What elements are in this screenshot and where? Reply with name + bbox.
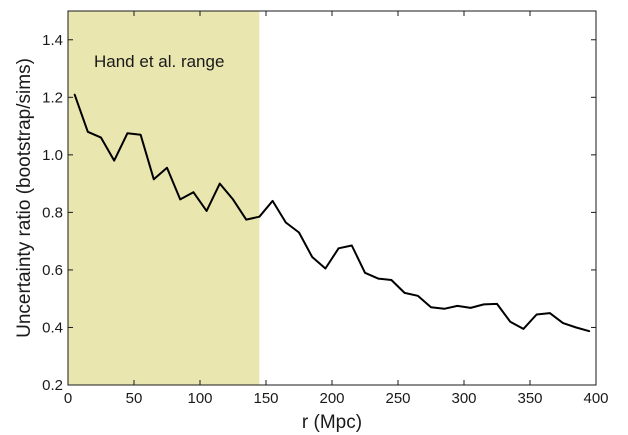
data-point: [456, 305, 459, 307]
x-axis: 0 50 100 150 200 250 300 350 400: [64, 11, 609, 407]
x-tick-label: 300: [451, 390, 476, 407]
data-point: [87, 131, 89, 133]
data-point: [73, 93, 76, 96]
data-point: [166, 167, 168, 169]
data-point: [232, 198, 234, 201]
x-tick-label: 150: [253, 390, 278, 407]
data-point: [575, 326, 577, 329]
data-point: [351, 244, 353, 247]
data-point: [192, 191, 195, 193]
series-layer: [73, 93, 591, 333]
data-point: [153, 178, 155, 181]
y-tick-label: 0.8: [42, 204, 63, 221]
data-point: [403, 292, 406, 294]
data-point: [271, 200, 274, 202]
data-point: [311, 256, 314, 258]
x-tick-label: 0: [64, 390, 72, 407]
shaded-region-label: Hand et al. range: [94, 52, 224, 71]
data-point: [126, 132, 129, 135]
data-point: [337, 247, 340, 250]
data-point: [417, 295, 419, 297]
y-tick-label: 0.2: [42, 377, 63, 394]
data-point: [549, 312, 551, 314]
x-tick-label: 400: [583, 390, 608, 407]
data-point: [179, 198, 181, 201]
x-tick-label: 100: [187, 390, 212, 407]
data-point: [469, 307, 472, 309]
data-point: [377, 277, 380, 280]
data-point: [522, 328, 525, 330]
data-point: [364, 272, 366, 274]
data-point: [324, 267, 327, 270]
y-tick-label: 1.0: [42, 147, 63, 164]
x-tick-label: 250: [385, 390, 410, 407]
data-point: [139, 133, 142, 136]
y-tick-label: 0.6: [42, 262, 63, 279]
data-point: [100, 136, 102, 139]
series-line-0: [73, 94, 590, 333]
data-point: [298, 231, 300, 234]
data-point: [205, 210, 208, 212]
y-tick-label: 0.4: [42, 319, 63, 336]
data-point: [443, 308, 446, 310]
data-point: [390, 279, 393, 281]
data-point: [496, 303, 498, 305]
data-point: [219, 182, 221, 185]
y-tick-label: 1.4: [42, 32, 63, 49]
y-axis: 0.2 0.4 0.6 0.8 1.0 1.2 1.4: [42, 32, 596, 394]
data-point: [588, 330, 591, 333]
data-point: [258, 215, 261, 218]
x-tick-label: 200: [319, 390, 344, 407]
x-tick-label: 50: [126, 390, 143, 407]
data-point: [562, 322, 564, 324]
y-tick-label: 1.2: [42, 89, 63, 106]
data-point: [113, 159, 115, 162]
data-point: [509, 320, 512, 323]
shaded-region: [68, 11, 260, 385]
data-point: [535, 313, 538, 316]
x-tick-label: 350: [517, 390, 542, 407]
data-point: [245, 218, 247, 221]
x-axis-label: r (Mpc): [302, 412, 362, 433]
y-axis-label: Uncertainty ratio (bootstrap/sims): [14, 58, 35, 338]
data-point: [430, 306, 432, 309]
data-point: [483, 303, 485, 306]
data-point: [285, 221, 287, 224]
